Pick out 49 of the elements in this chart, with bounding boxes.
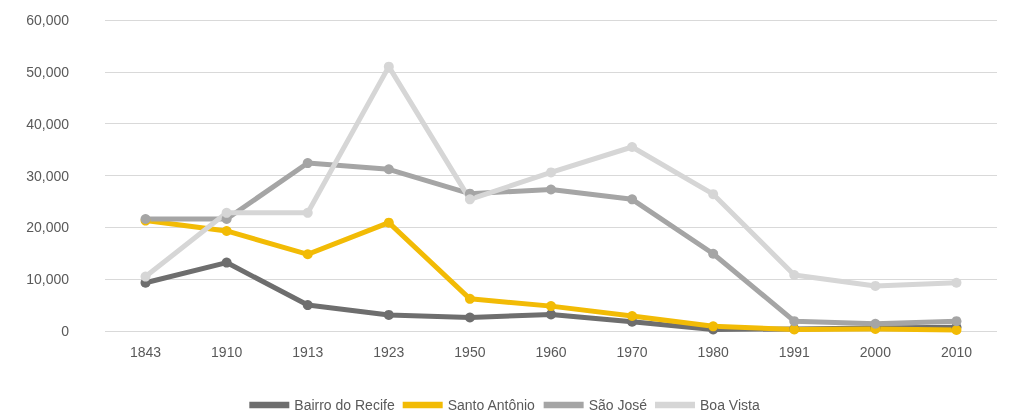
x-tick-label: 2010 — [940, 344, 973, 360]
point — [708, 189, 719, 200]
point — [546, 167, 556, 178]
point — [627, 310, 638, 321]
legend-label: Santo Antônio — [447, 397, 536, 413]
point — [302, 249, 313, 260]
point — [140, 271, 151, 282]
point — [951, 316, 962, 327]
x-tick-label: 1923 — [373, 344, 405, 360]
x-tick-label: 1991 — [778, 344, 811, 360]
y-tick-label: 40,000 — [26, 115, 70, 132]
point — [951, 277, 962, 288]
point — [870, 318, 881, 329]
point — [383, 217, 394, 228]
x-tick-label: 1843 — [129, 344, 162, 360]
legend-label: Bairro do Recife — [294, 397, 395, 413]
point — [870, 280, 881, 291]
y-tick-label: 30,000 — [26, 167, 70, 184]
x-tick-label: 1910 — [211, 344, 243, 360]
point — [302, 300, 313, 311]
point — [789, 316, 800, 327]
point — [464, 293, 475, 304]
y-tick-label: 60,000 — [26, 12, 70, 28]
x-tick-label: 1960 — [535, 344, 567, 360]
point — [464, 312, 475, 323]
point — [546, 184, 556, 195]
y-tick-label: 10,000 — [26, 271, 70, 288]
point — [221, 257, 232, 268]
x-tick-label: 1913 — [292, 344, 324, 360]
point — [302, 158, 313, 169]
x-tick-label: 1980 — [697, 344, 729, 360]
point — [383, 309, 394, 320]
legend-label: São José — [588, 397, 648, 413]
point — [383, 164, 394, 175]
point — [546, 301, 556, 312]
point — [464, 194, 475, 205]
x-tick-label: 2000 — [859, 344, 892, 360]
point — [221, 225, 232, 236]
point — [627, 194, 638, 205]
legend-label: Boa Vista — [700, 397, 760, 413]
x-tick-label: 1950 — [454, 344, 486, 360]
y-tick-label: 20,000 — [26, 219, 70, 236]
point — [221, 207, 232, 218]
y-tick-label: 0 — [61, 323, 70, 339]
point — [302, 207, 313, 218]
x-tick-label: 1970 — [616, 344, 648, 360]
point — [627, 141, 638, 152]
point — [708, 248, 719, 259]
y-tick-label: 50,000 — [26, 63, 70, 80]
